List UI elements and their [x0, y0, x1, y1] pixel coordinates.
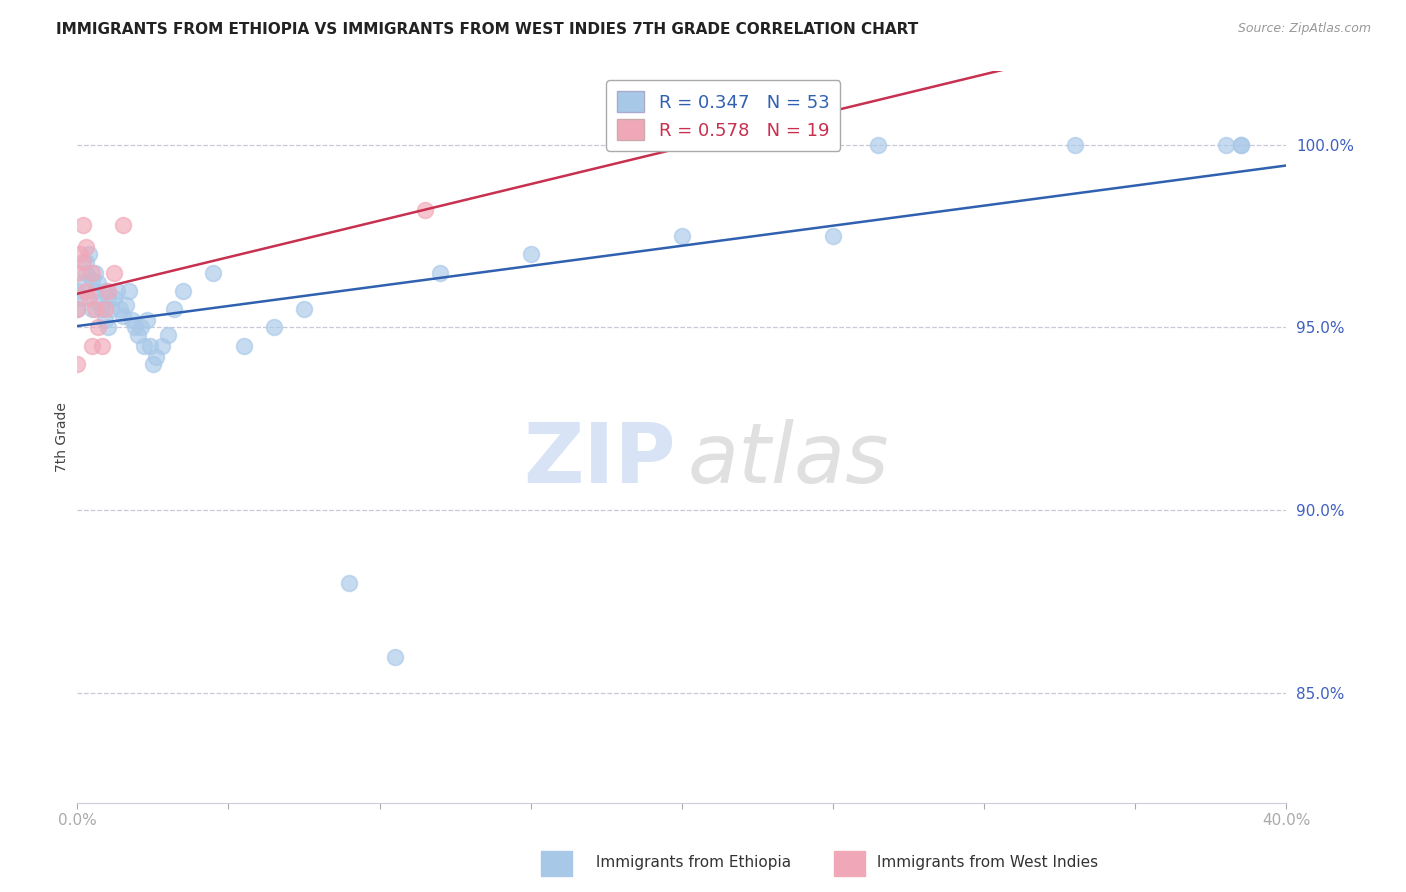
Point: [172, 284, 194, 298]
Text: IMMIGRANTS FROM ETHIOPIA VS IMMIGRANTS FROM WEST INDIES 7TH GRADE CORRELATION CH: IMMIGRANTS FROM ETHIOPIA VS IMMIGRANTS F…: [56, 22, 918, 37]
Point: [163, 302, 186, 317]
Point: [82, 273, 104, 287]
Point: [93, 284, 115, 298]
Legend: R = 0.347   N = 53, R = 0.578   N = 19: R = 0.347 N = 53, R = 0.578 N = 19: [606, 80, 841, 151]
Point: [292, 302, 315, 317]
Point: [82, 339, 104, 353]
Point: [142, 357, 165, 371]
Point: [66, 302, 89, 317]
Point: [93, 302, 115, 317]
Point: [520, 247, 543, 261]
Point: [79, 247, 101, 261]
Point: [84, 284, 107, 298]
Point: [96, 284, 120, 298]
Point: [87, 294, 110, 309]
Point: [90, 302, 112, 317]
Text: Immigrants from Ethiopia: Immigrants from Ethiopia: [591, 855, 790, 870]
Point: [84, 266, 107, 280]
Point: [87, 320, 110, 334]
Point: [75, 254, 97, 268]
Point: [1230, 137, 1253, 152]
Point: [90, 339, 112, 353]
Point: [413, 203, 436, 218]
Text: Source: ZipAtlas.com: Source: ZipAtlas.com: [1237, 22, 1371, 36]
Point: [100, 302, 122, 317]
Text: atlas: atlas: [688, 418, 890, 500]
Point: [114, 298, 136, 312]
Point: [671, 229, 693, 244]
Point: [103, 291, 125, 305]
Point: [139, 339, 162, 353]
Point: [96, 291, 120, 305]
Point: [145, 350, 167, 364]
Point: [108, 302, 131, 317]
Point: [868, 137, 890, 152]
Point: [87, 277, 110, 291]
Point: [263, 320, 285, 334]
Point: [69, 291, 91, 305]
Point: [72, 254, 94, 268]
Point: [66, 357, 89, 371]
Point: [82, 302, 104, 317]
Point: [339, 576, 361, 591]
Point: [384, 649, 406, 664]
Point: [111, 310, 134, 324]
Point: [429, 266, 451, 280]
Point: [232, 339, 254, 353]
Point: [72, 277, 94, 291]
Point: [93, 313, 115, 327]
FancyBboxPatch shape: [834, 851, 865, 876]
Point: [150, 339, 173, 353]
Point: [66, 266, 89, 280]
Point: [103, 266, 125, 280]
Text: ZIP: ZIP: [523, 418, 676, 500]
Point: [82, 266, 104, 280]
Point: [96, 320, 120, 334]
Point: [84, 302, 107, 317]
Y-axis label: 7th Grade: 7th Grade: [55, 402, 69, 472]
Point: [105, 284, 128, 298]
Point: [135, 313, 157, 327]
Point: [118, 284, 141, 298]
Point: [121, 313, 143, 327]
Point: [132, 339, 155, 353]
Text: Immigrants from West Indies: Immigrants from West Indies: [872, 855, 1098, 870]
Point: [69, 247, 91, 261]
Point: [111, 218, 134, 232]
Point: [129, 320, 152, 334]
Point: [1215, 137, 1237, 152]
Point: [75, 284, 97, 298]
FancyBboxPatch shape: [541, 851, 572, 876]
Point: [127, 327, 149, 342]
Point: [72, 218, 94, 232]
Point: [202, 266, 225, 280]
Point: [66, 302, 89, 317]
Point: [1230, 137, 1253, 152]
Point: [66, 284, 89, 298]
Point: [75, 240, 97, 254]
Point: [1064, 137, 1087, 152]
Point: [157, 327, 180, 342]
Point: [75, 266, 97, 280]
Point: [823, 229, 845, 244]
Point: [79, 291, 101, 305]
Point: [124, 320, 146, 334]
